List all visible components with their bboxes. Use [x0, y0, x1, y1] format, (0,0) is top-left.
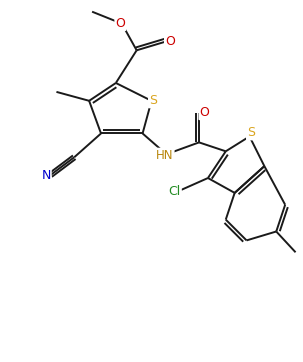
- Text: S: S: [247, 126, 255, 139]
- Text: O: O: [165, 35, 175, 48]
- Text: Cl: Cl: [168, 185, 181, 198]
- Text: S: S: [149, 94, 157, 107]
- Text: N: N: [42, 169, 51, 182]
- Text: HN: HN: [156, 149, 174, 162]
- Text: O: O: [199, 106, 209, 119]
- Text: O: O: [115, 17, 125, 30]
